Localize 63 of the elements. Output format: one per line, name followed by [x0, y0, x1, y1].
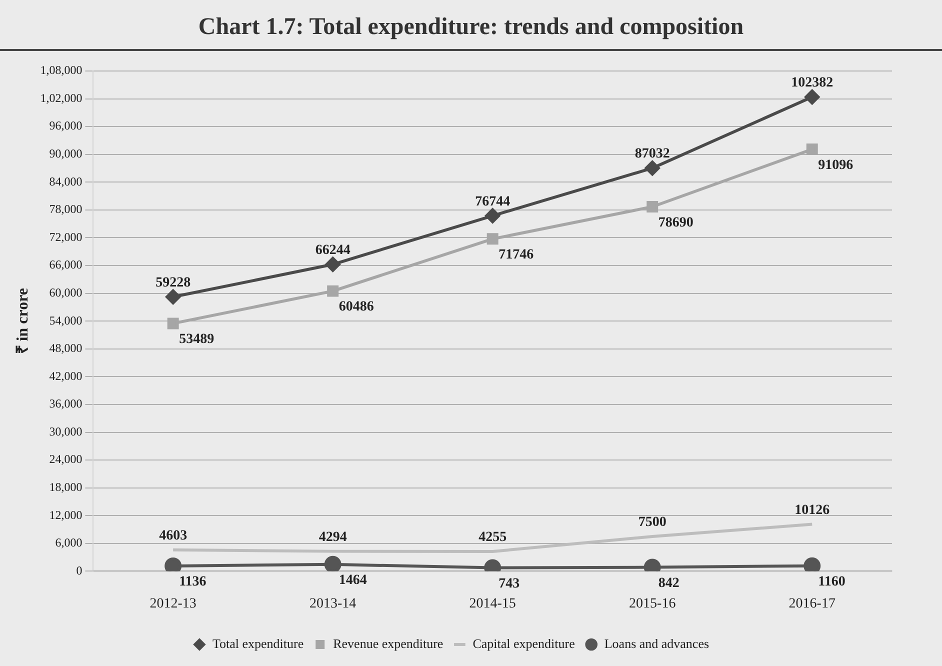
point — [804, 557, 821, 572]
point — [327, 285, 339, 297]
y-tick-label: 42,000 — [49, 368, 82, 383]
data-label: 78690 — [658, 215, 694, 230]
y-tick-label: 90,000 — [49, 146, 82, 161]
point — [164, 557, 182, 572]
data-label: 4255 — [478, 530, 507, 546]
y-tick-label: 66,000 — [49, 258, 82, 272]
data-label: 7500 — [638, 515, 666, 530]
y-tick-label: 1,08,000 — [40, 63, 82, 78]
data-label: 91096 — [818, 158, 854, 173]
y-tick-label: 30,000 — [49, 424, 82, 438]
data-label: 60486 — [338, 300, 374, 315]
y-tick-label: 78,000 — [49, 202, 82, 216]
data-label: 102382 — [791, 76, 834, 91]
legend-label: Loans and advances — [604, 636, 710, 651]
y-tick-label: 0 — [76, 563, 82, 578]
x-tick-label: 2016-17 — [788, 596, 836, 612]
data-label: 71746 — [498, 248, 534, 263]
legend-label: Capital expenditure — [472, 636, 576, 651]
point — [324, 556, 342, 572]
y-tick-label: 6,000 — [55, 536, 82, 550]
data-label: 53489 — [179, 332, 214, 348]
data-label: 743 — [498, 576, 520, 592]
y-tick-label: 18,000 — [49, 480, 82, 494]
data-label: 1160 — [818, 574, 846, 590]
point — [804, 90, 820, 105]
data-label: 87032 — [634, 146, 670, 162]
x-tick-label: 2012-13 — [150, 596, 196, 612]
data-label: 4294 — [318, 530, 347, 545]
x-tick-label: 2014-15 — [469, 596, 516, 612]
data-label: 842 — [658, 576, 680, 591]
y-tick-label: 96,000 — [49, 118, 82, 133]
data-label: 1464 — [338, 573, 367, 588]
data-label: 10126 — [794, 502, 830, 518]
data-label: 59228 — [156, 275, 191, 290]
data-label: 4603 — [159, 528, 188, 544]
legend-label: Revenue expenditure — [333, 636, 444, 651]
x-tick-label: 2013-14 — [310, 596, 356, 612]
point — [644, 160, 660, 176]
point — [486, 233, 498, 245]
legend-label: Total expenditure — [212, 636, 304, 651]
y-tick-label: 24,000 — [49, 452, 82, 466]
y-tick-label: 12,000 — [49, 508, 82, 522]
point — [325, 256, 340, 272]
y-tick-label: 36,000 — [49, 396, 82, 411]
data-label: 66244 — [315, 243, 350, 258]
y-axis-title: ₹ in crore — [14, 288, 32, 354]
point — [806, 144, 818, 156]
y-tick-label: 60,000 — [49, 285, 82, 300]
y-tick-label: 84,000 — [49, 174, 82, 188]
point — [166, 289, 181, 304]
point — [167, 318, 179, 330]
y-tick-label: 72,000 — [49, 230, 82, 244]
point — [485, 208, 500, 224]
x-tick-label: 2015-16 — [629, 596, 676, 612]
chart-title: Chart 1.7: Total expenditure: trends and composition — [0, 0, 942, 51]
y-tick-label: 1,02,000 — [40, 90, 82, 105]
point — [646, 201, 658, 212]
y-tick-label: 48,000 — [49, 341, 82, 356]
data-label: 1136 — [179, 574, 206, 590]
data-label: 76744 — [475, 194, 510, 210]
y-tick-label: 54,000 — [49, 313, 82, 328]
